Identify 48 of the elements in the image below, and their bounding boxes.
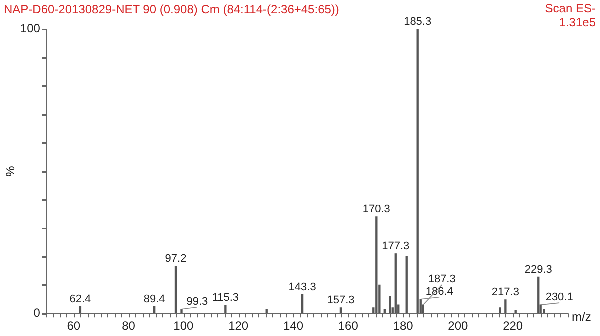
annotation: 217.3 xyxy=(492,286,520,298)
bar xyxy=(266,309,268,314)
bar xyxy=(301,294,304,314)
annotation: 62.4 xyxy=(70,293,92,306)
annotation: 99.3 xyxy=(186,296,208,308)
text: 1.31e5 xyxy=(559,15,596,30)
chart-title: NAP-D60-20130829-NET 90 (0.908) Cm (84:114-(2:36+45:65)) xyxy=(4,2,340,17)
y-tick-label: 0 xyxy=(34,306,41,320)
x-tick-label: 140 xyxy=(283,319,304,334)
bar xyxy=(538,276,540,314)
bar xyxy=(340,308,342,314)
annotation: 186.4 xyxy=(426,286,454,298)
annotation: 170.3 xyxy=(362,204,390,216)
x-tick-label: 120 xyxy=(228,319,249,334)
bar xyxy=(384,309,386,314)
bar xyxy=(389,296,392,314)
annotation: 97.2 xyxy=(165,253,187,266)
bar xyxy=(499,308,502,314)
bar xyxy=(174,266,178,314)
annotation: 185.3 xyxy=(404,16,432,28)
bar xyxy=(154,306,156,314)
bar xyxy=(416,29,419,314)
x-tick-label: 60 xyxy=(67,319,81,334)
x-tick-label: 160 xyxy=(338,319,359,334)
bar xyxy=(504,300,507,314)
x-tick-label: 80 xyxy=(122,319,136,334)
x-tick-label: 180 xyxy=(393,319,414,334)
bar xyxy=(79,306,82,314)
x-axis-title: m/z xyxy=(572,310,592,324)
annotation: 157.3 xyxy=(327,294,355,306)
bar xyxy=(394,254,397,314)
bar xyxy=(406,256,408,314)
bar xyxy=(224,305,227,314)
bar xyxy=(514,310,517,314)
annotation: 230.1 xyxy=(546,292,574,304)
bar xyxy=(180,309,183,314)
annotation: 177.3 xyxy=(382,240,410,252)
annotation: 187.3 xyxy=(428,274,456,286)
annotation: 115.3 xyxy=(212,292,240,304)
bar xyxy=(376,216,378,314)
annotation: 143.3 xyxy=(288,281,316,294)
annotation: 229.3 xyxy=(524,264,552,276)
annotation: 89.4 xyxy=(144,293,166,306)
y-axis-title: % xyxy=(4,166,18,177)
text: Scan ES- xyxy=(545,1,596,16)
x-tick-label: 220 xyxy=(503,319,524,334)
x-tick-label: 200 xyxy=(448,319,469,334)
x-tick-label: 100 xyxy=(174,319,194,334)
